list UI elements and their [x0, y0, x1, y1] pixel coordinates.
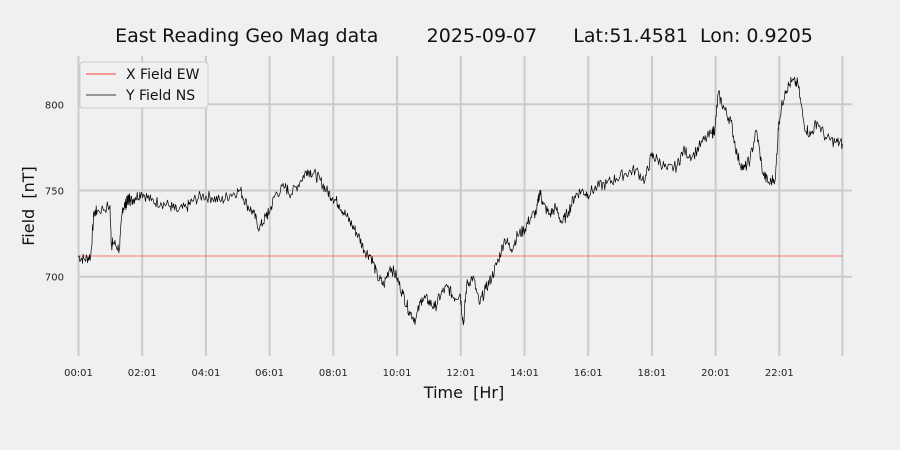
y-tick-label: 800 — [45, 100, 64, 111]
x-axis-label: Time [Hr] — [423, 383, 504, 402]
x-tick-label: 08:01 — [319, 368, 348, 379]
series-lines — [77, 76, 843, 326]
x-tick-label: 04:01 — [191, 368, 220, 379]
legend-box — [79, 61, 209, 109]
x-tick-label: 02:01 — [128, 368, 157, 379]
x-tick-label: 10:01 — [383, 368, 412, 379]
x-tick-label: 22:01 — [765, 368, 794, 379]
x-tick-label: 16:01 — [574, 368, 603, 379]
legend-label-x-field: X Field EW — [126, 67, 200, 83]
y-tick-label: 700 — [45, 273, 64, 284]
y-tick-label: 750 — [45, 187, 64, 198]
series-line-y-field-ns — [77, 76, 843, 326]
x-tick-label: 20:01 — [701, 368, 730, 379]
legend: X Field EW Y Field NS — [79, 61, 209, 109]
x-tick-label: 06:01 — [255, 368, 284, 379]
x-tick-label: 18:01 — [637, 368, 666, 379]
chart-title: East Reading Geo Mag data 2025-09-07 Lat… — [115, 25, 813, 47]
y-axis-label: Field [nT] — [19, 166, 38, 246]
x-tick-label: 12:01 — [446, 368, 475, 379]
legend-label-y-field: Y Field NS — [125, 88, 195, 104]
x-tick-label: 00:01 — [64, 368, 93, 379]
x-tick-labels: 00:01 02:01 04:01 06:01 08:01 10:01 12:01 14:01… — [64, 368, 794, 379]
y-tick-labels: 700 750 800 — [45, 100, 64, 283]
x-tick-label: 14:01 — [510, 368, 539, 379]
